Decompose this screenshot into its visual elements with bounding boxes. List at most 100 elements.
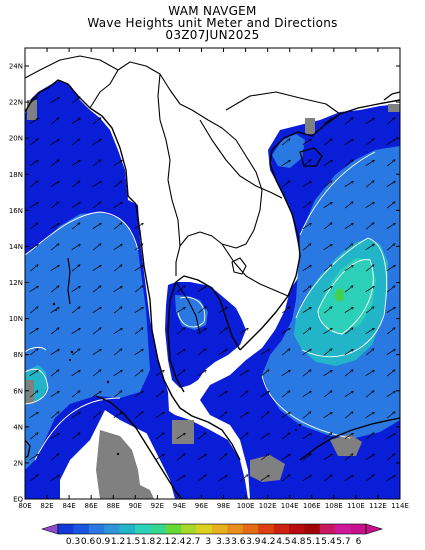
lat-label: 20N xyxy=(9,135,23,143)
direction-arrow xyxy=(323,223,332,230)
direction-arrow xyxy=(344,118,353,125)
direction-arrow xyxy=(29,160,38,166)
direction-arrow xyxy=(386,286,395,293)
colorbar-swatch xyxy=(242,524,259,534)
direction-arrow xyxy=(323,328,332,334)
direction-arrow xyxy=(50,349,59,355)
direction-arrow xyxy=(50,202,59,209)
direction-arrow xyxy=(92,412,101,419)
sea-field-south xyxy=(140,400,248,499)
no-data-cells xyxy=(26,100,400,499)
direction-arrow xyxy=(344,370,353,377)
direction-arrow xyxy=(344,391,353,397)
colorbar-label: 1.2 xyxy=(111,537,125,547)
direction-arrow xyxy=(71,349,80,356)
lon-label: 112E xyxy=(369,502,387,510)
colorbar-swatch xyxy=(196,524,213,534)
direction-arrow xyxy=(386,223,395,229)
swell-zone-north xyxy=(272,134,305,168)
direction-arrow xyxy=(50,328,59,335)
direction-arrow xyxy=(71,370,80,376)
direction-arrow xyxy=(281,181,290,188)
direction-arrow xyxy=(113,370,122,376)
direction-arrow xyxy=(113,349,122,356)
direction-arrow xyxy=(365,328,374,334)
direction-arrow xyxy=(71,265,80,272)
colorbar-label: 3 xyxy=(205,537,211,547)
direction-arrow xyxy=(50,370,59,377)
direction-arrow xyxy=(113,265,122,272)
direction-arrow xyxy=(92,307,101,313)
direction-arrow xyxy=(71,328,80,334)
direction-arrow xyxy=(239,433,248,440)
direction-arrow xyxy=(302,181,311,187)
coastlines xyxy=(25,55,400,499)
lon-label: 114E xyxy=(391,502,409,510)
direction-arrow xyxy=(113,391,122,398)
direction-arrow xyxy=(50,433,59,439)
direction-arrow xyxy=(29,433,38,440)
direction-arrow xyxy=(197,370,206,376)
colorbar-label: 2.1 xyxy=(156,537,170,547)
lon-label: 110E xyxy=(347,502,365,510)
direction-arrow xyxy=(260,370,269,377)
direction-arrow xyxy=(302,391,311,397)
direction-arrow xyxy=(29,265,38,272)
map-timestamp: 03Z07JUN2025 xyxy=(165,28,260,42)
swell-zone-west xyxy=(25,212,150,470)
lon-label: 100E xyxy=(237,502,255,510)
direction-arrow xyxy=(302,328,311,335)
direction-arrow xyxy=(386,181,395,187)
lon-label: 88E xyxy=(107,502,120,510)
lat-label: 14N xyxy=(9,243,23,251)
direction-arrow xyxy=(176,328,185,335)
direction-arrow xyxy=(281,139,290,146)
direction-arrow xyxy=(50,97,59,103)
direction-arrow xyxy=(29,475,38,482)
colorbar-label: 2.4 xyxy=(171,537,186,547)
direction-arrow xyxy=(386,349,395,355)
direction-arrow xyxy=(29,181,38,188)
direction-arrow xyxy=(323,202,332,208)
direction-arrow xyxy=(134,286,143,293)
direction-arrow xyxy=(50,412,59,419)
direction-arrow xyxy=(92,349,101,355)
direction-arrow xyxy=(386,202,395,209)
direction-arrow xyxy=(386,307,395,313)
direction-arrow xyxy=(71,97,80,104)
colorbar-swatch xyxy=(104,524,120,534)
colorbar-swatch xyxy=(150,524,167,534)
direction-arrow xyxy=(218,328,227,335)
direction-arrow xyxy=(365,475,374,482)
direction-arrow xyxy=(71,391,80,398)
direction-arrow xyxy=(323,286,332,292)
direction-arrow xyxy=(386,454,395,461)
direction-arrow xyxy=(29,97,38,104)
direction-arrow xyxy=(155,412,164,418)
direction-arrow xyxy=(29,391,38,398)
direction-arrow xyxy=(197,433,206,440)
direction-arrow xyxy=(323,265,332,272)
direction-arrow xyxy=(134,349,143,355)
colorbar-label: 3.9 xyxy=(246,537,261,547)
direction-arrow xyxy=(50,139,59,145)
direction-arrow xyxy=(323,391,332,398)
direction-arrow xyxy=(50,265,59,271)
direction-arrow xyxy=(344,223,353,229)
direction-arrow xyxy=(71,433,80,440)
direction-arrow xyxy=(197,349,206,356)
direction-arrow xyxy=(134,265,143,271)
direction-arrow xyxy=(344,286,353,293)
direction-arrow xyxy=(29,244,38,250)
direction-arrow xyxy=(344,433,353,439)
lat-label: 2N xyxy=(13,459,23,467)
colorbar-swatch xyxy=(319,524,336,534)
direction-arrow xyxy=(92,328,101,335)
direction-arrow xyxy=(365,412,374,418)
plot-frame xyxy=(24,47,401,500)
direction-arrow xyxy=(365,286,374,292)
lat-label: 22N xyxy=(9,99,23,107)
direction-arrow xyxy=(113,286,122,292)
colorbar-swatch xyxy=(119,524,136,534)
